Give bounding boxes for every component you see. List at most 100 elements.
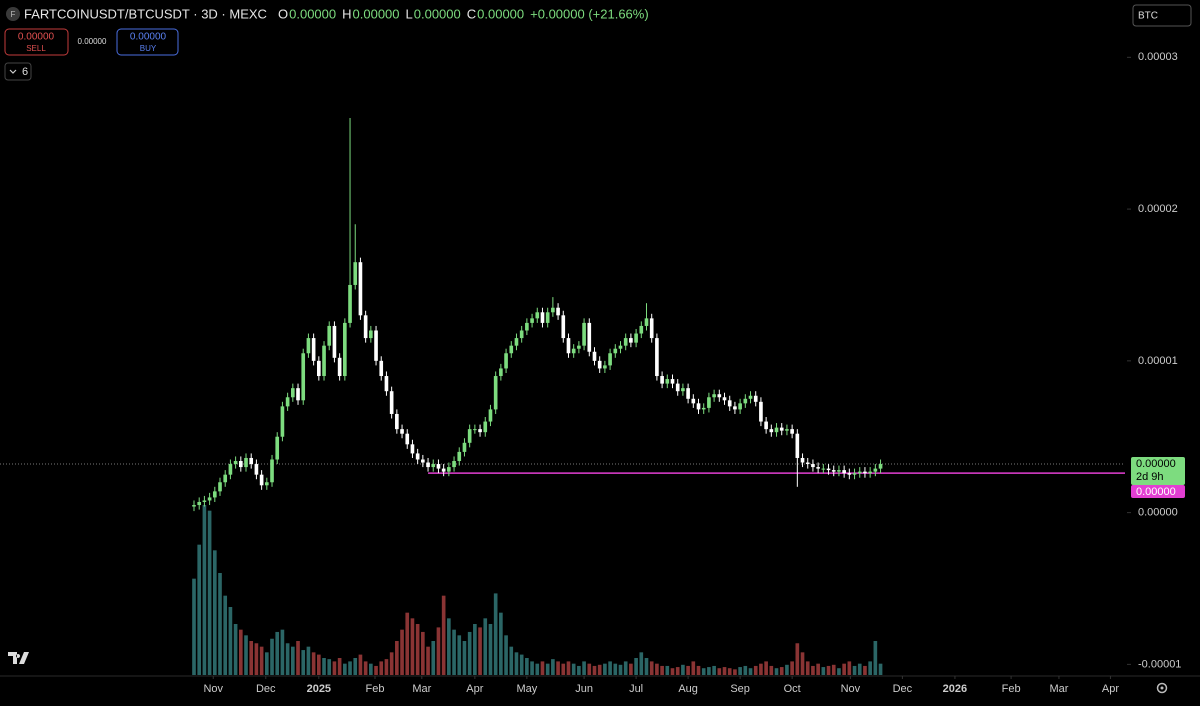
volume-bar bbox=[847, 661, 852, 675]
volume-bar bbox=[395, 641, 399, 675]
candle-body bbox=[233, 461, 238, 465]
volume-bar bbox=[218, 573, 222, 675]
volume-bar bbox=[540, 661, 545, 675]
volume-bar bbox=[306, 646, 311, 675]
candle-body bbox=[811, 464, 815, 468]
candle-body bbox=[400, 429, 404, 434]
volume-bar bbox=[379, 661, 384, 675]
candle-body bbox=[525, 322, 529, 331]
volume-bar bbox=[202, 505, 207, 675]
volume-bar bbox=[369, 663, 373, 675]
symbol-icon bbox=[6, 7, 20, 21]
volume-bar bbox=[863, 665, 867, 675]
volume-bar bbox=[228, 607, 233, 675]
volume-bar bbox=[212, 550, 217, 675]
volume-bar bbox=[597, 664, 602, 675]
volume-bar bbox=[571, 663, 576, 675]
ohlc-value: 0.00000 bbox=[414, 6, 461, 21]
candle-body bbox=[847, 473, 852, 475]
x-tick-label: Jul bbox=[629, 683, 643, 695]
logo[interactable] bbox=[8, 652, 29, 664]
symbol[interactable]: FARTCOINUSDT/BTCUSDT · 3D · MEXC bbox=[24, 6, 267, 21]
candle-body bbox=[493, 376, 498, 410]
candle-body bbox=[436, 464, 441, 469]
volume-bar bbox=[348, 661, 352, 675]
ohlc-key: H bbox=[342, 6, 351, 21]
volume-bar bbox=[317, 654, 321, 675]
volume-bar bbox=[545, 663, 550, 675]
volume-bar bbox=[696, 665, 701, 675]
ohlc-value: 0.00000 bbox=[353, 6, 400, 21]
candle-body bbox=[748, 395, 753, 399]
candle-body bbox=[873, 468, 878, 472]
candle-body bbox=[457, 451, 462, 462]
volume-bar bbox=[769, 665, 774, 675]
currency-button[interactable] bbox=[1132, 4, 1192, 27]
candle-body bbox=[743, 398, 748, 404]
buy-price: 0.00000 bbox=[130, 32, 167, 43]
x-tick-label: Nov bbox=[841, 683, 861, 695]
x-tick-label: Aug bbox=[678, 683, 698, 695]
x-tick-label: Oct bbox=[784, 683, 801, 695]
indicators-toggle[interactable] bbox=[4, 62, 32, 81]
volume-bar bbox=[207, 510, 212, 675]
volume-bar bbox=[592, 665, 597, 675]
candle-body bbox=[571, 348, 576, 354]
candle-body bbox=[774, 427, 779, 433]
candle-body bbox=[514, 338, 519, 346]
candle-body bbox=[280, 406, 285, 437]
volume-bar bbox=[649, 661, 654, 675]
volume-bar bbox=[426, 646, 430, 675]
volume-bar bbox=[301, 650, 306, 675]
candle-body bbox=[410, 444, 415, 454]
candle-body bbox=[530, 318, 534, 323]
volume-bar bbox=[821, 667, 826, 675]
volume-bar bbox=[566, 661, 571, 675]
x-tick-label: Dec bbox=[256, 683, 276, 695]
ohlc-legend: O 0.00000 H 0.00000 L 0.00000 C 0.00000 +0.00000… bbox=[278, 6, 649, 21]
volume-bar bbox=[415, 624, 420, 675]
candle-body bbox=[707, 397, 711, 408]
volume-bar bbox=[748, 668, 753, 675]
candle-body bbox=[306, 338, 311, 354]
candle-body bbox=[218, 482, 222, 492]
volume-bar bbox=[327, 659, 332, 675]
volume-bar bbox=[483, 618, 488, 675]
volume-bar bbox=[530, 661, 534, 675]
change: +0.00000 (+21.66%) bbox=[530, 6, 649, 21]
currency: BTC bbox=[1138, 11, 1158, 22]
candle-body bbox=[322, 345, 326, 377]
volume-bar bbox=[681, 664, 685, 675]
candle-body bbox=[228, 464, 233, 475]
candle-body bbox=[785, 429, 789, 431]
volume-bar bbox=[447, 618, 451, 675]
candle-body bbox=[686, 388, 690, 399]
candle-body bbox=[649, 318, 654, 339]
x-tick-label: Feb bbox=[366, 683, 385, 695]
candle-body bbox=[343, 322, 347, 377]
volume-bar bbox=[623, 661, 628, 675]
candle-body bbox=[249, 457, 254, 465]
candle-body bbox=[212, 491, 217, 498]
volume-bar bbox=[774, 668, 779, 675]
settings-icon[interactable] bbox=[1156, 682, 1168, 694]
candle-body bbox=[192, 505, 196, 507]
candle-body bbox=[857, 471, 862, 474]
x-tick-label: Nov bbox=[203, 683, 223, 695]
y-tick-label: 0.00001 bbox=[1138, 355, 1178, 367]
volume-bar bbox=[410, 618, 415, 675]
volume-bar bbox=[826, 665, 831, 675]
buy-button[interactable] bbox=[116, 28, 179, 56]
candle-body bbox=[826, 468, 831, 471]
candle-body bbox=[701, 407, 706, 410]
sell-button[interactable] bbox=[4, 28, 69, 56]
candle-body bbox=[473, 429, 477, 431]
candle-body bbox=[821, 468, 826, 470]
volume-bar bbox=[660, 665, 664, 675]
candle-body bbox=[655, 338, 659, 377]
candle-body bbox=[592, 351, 597, 361]
candle-body bbox=[805, 462, 810, 465]
volume-bar bbox=[686, 665, 690, 675]
